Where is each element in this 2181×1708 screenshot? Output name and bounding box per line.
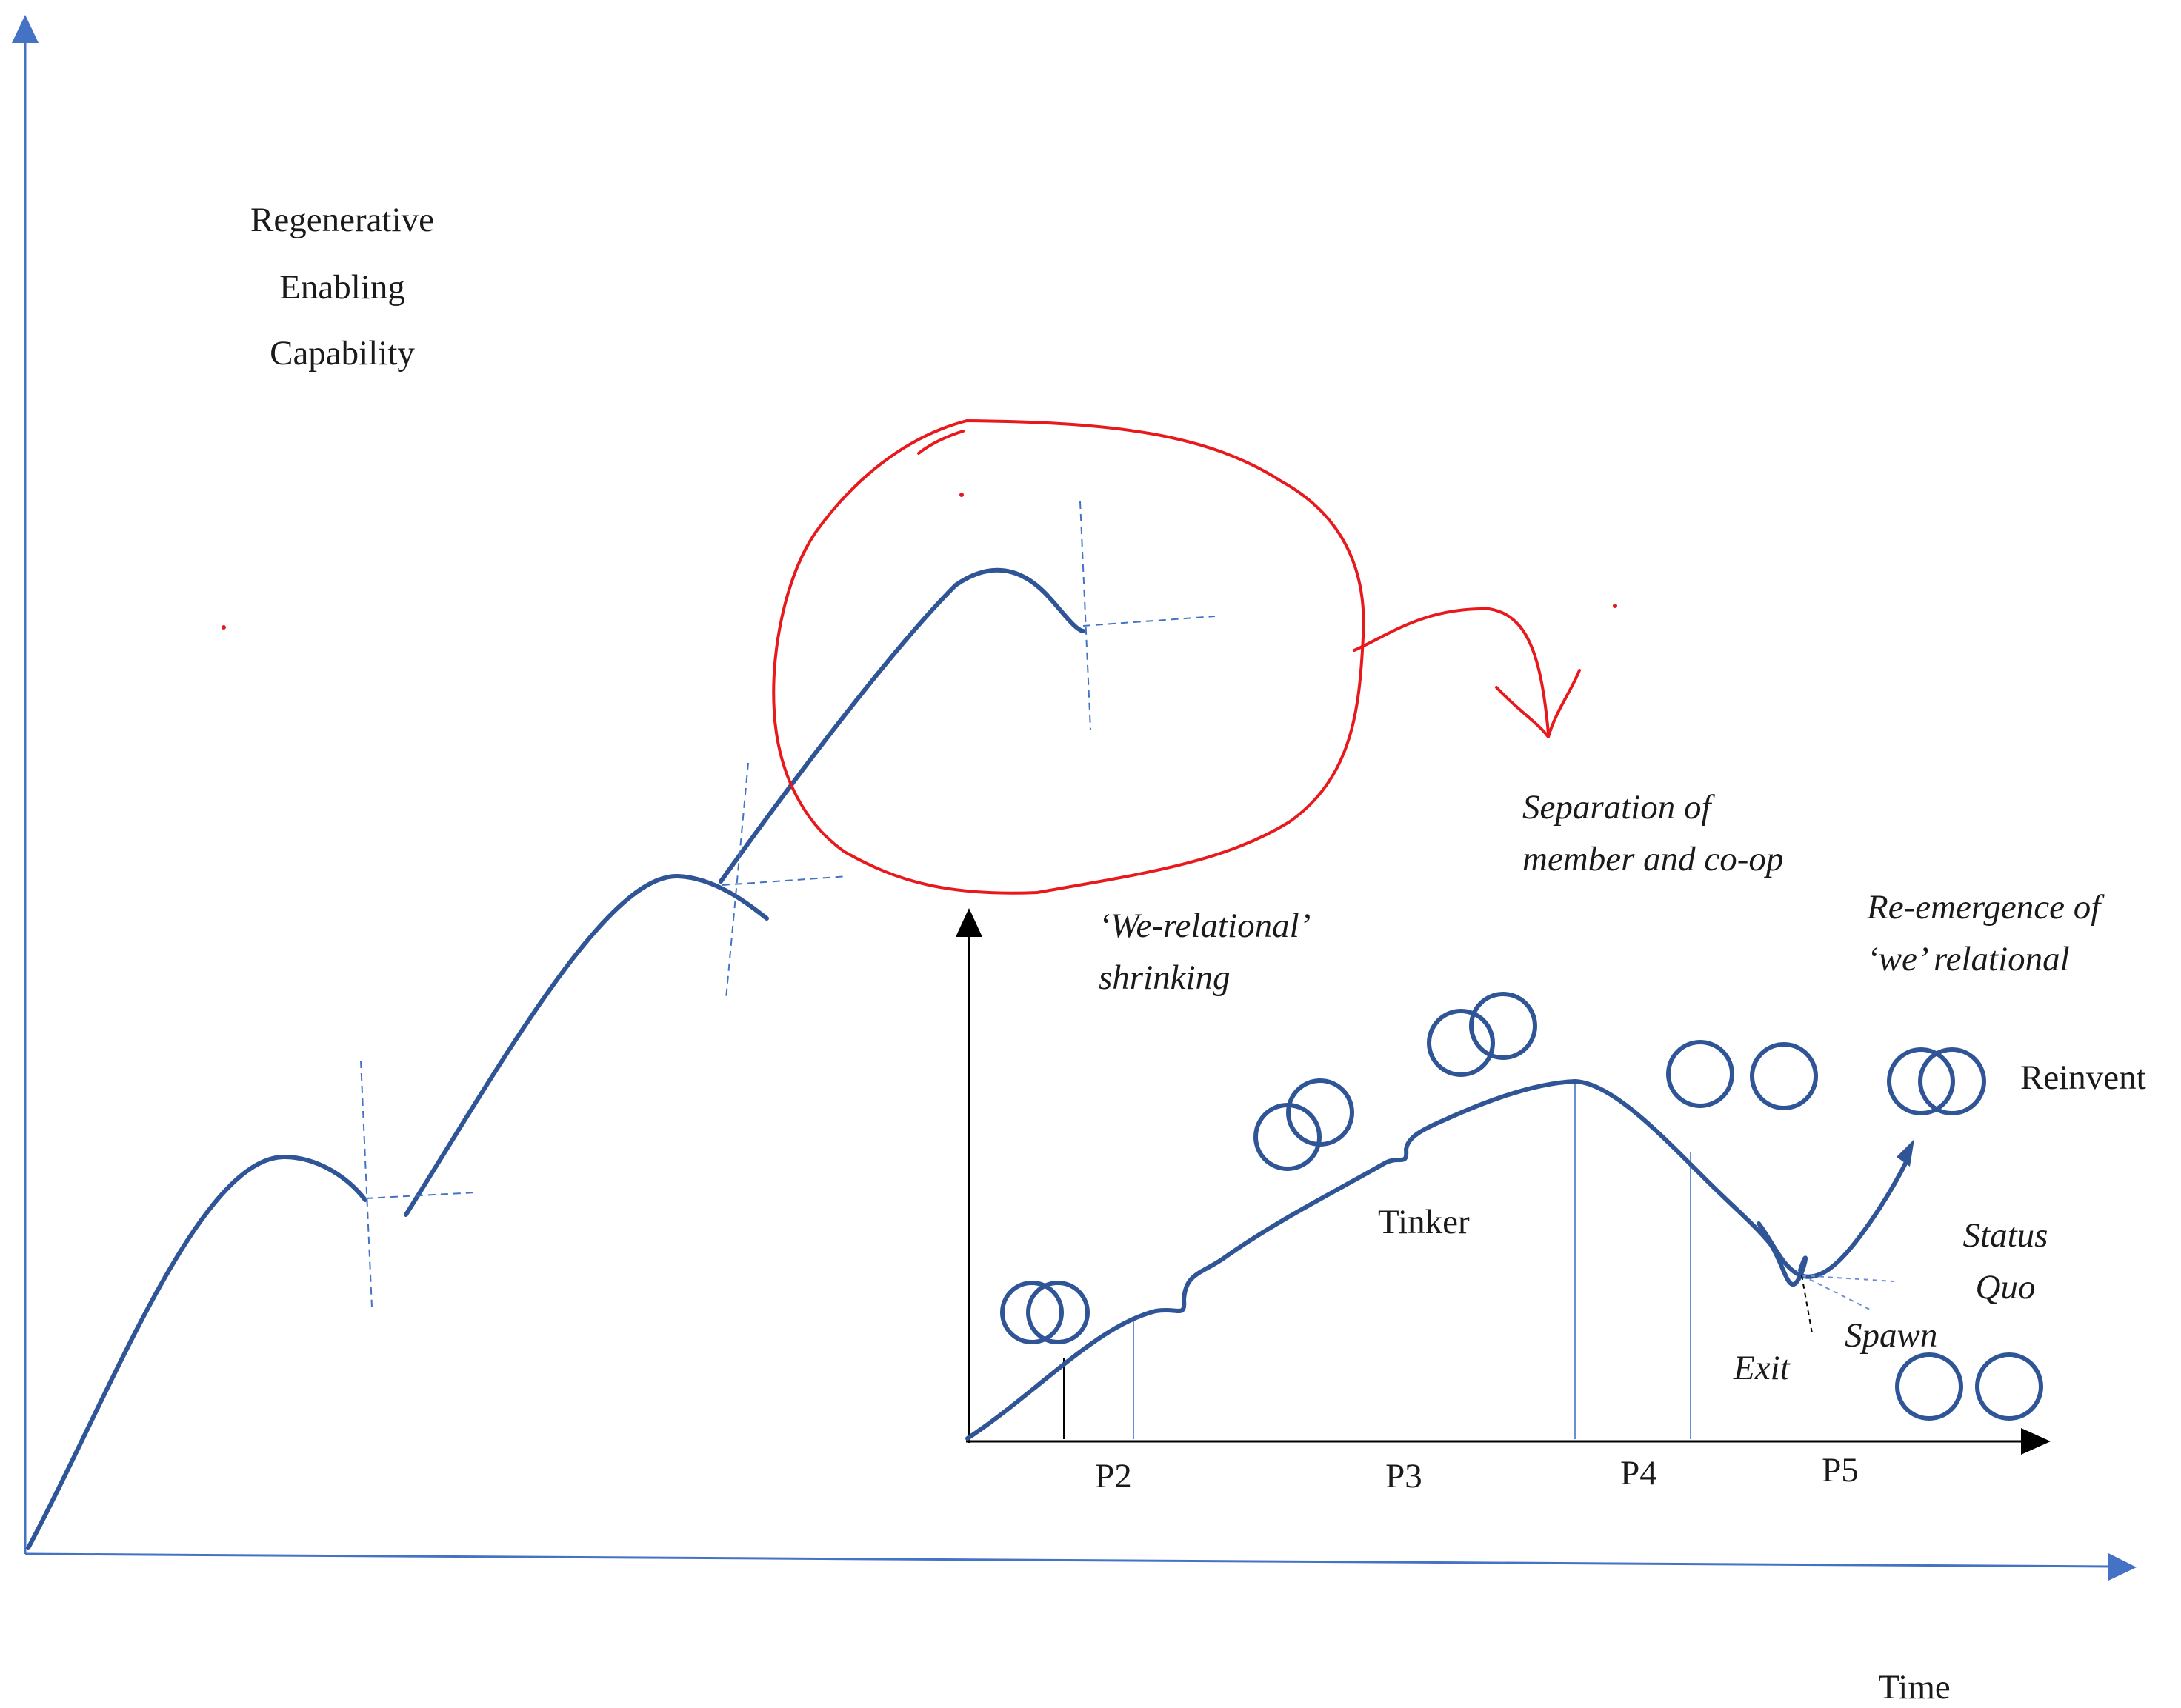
separation-label-line1: Separation of: [1522, 788, 1716, 827]
growth-curve-1: [26, 1154, 367, 1550]
circle: [1887, 1047, 1955, 1115]
guide-2-vertical: [725, 762, 749, 999]
tinker-label: Tinker: [1378, 1203, 1470, 1241]
phase-label-p3: P3: [1385, 1457, 1422, 1495]
circle: [1026, 1281, 1090, 1344]
growth-curves: [26, 567, 1085, 1550]
guide-3-horizontal: [1082, 616, 1216, 627]
exit-label: Exit: [1733, 1349, 1791, 1387]
lifecycle-curve: [965, 1079, 1808, 1441]
inset-x-axis-arrowhead: [2021, 1428, 2051, 1455]
circle: [1469, 992, 1537, 1060]
spawn-line-1: [1801, 1275, 1894, 1282]
circles-status-quo: [1895, 1352, 2043, 1421]
reinvent-label: Reinvent: [2020, 1058, 2146, 1097]
red-dot-2: [959, 493, 964, 497]
inset-chart: [956, 908, 2051, 1455]
circle: [1000, 1281, 1064, 1344]
y-axis-label-line3: Capability: [270, 334, 415, 373]
reinvent-arrowhead: [1897, 1139, 1914, 1167]
red-highlight: [222, 419, 1617, 895]
circle: [1427, 1009, 1495, 1077]
phase-label-p4: P4: [1620, 1454, 1657, 1492]
we-shrinking-label-line1: ‘We-relational’: [1099, 907, 1311, 945]
circles-overlapping-p2: [1000, 1281, 1090, 1344]
status-quo-label-line1: Status: [1963, 1216, 2048, 1255]
relational-circles: [1000, 992, 2043, 1421]
main-x-axis-arrowhead: [2108, 1553, 2137, 1581]
spawn-label: Spawn: [1845, 1316, 1937, 1355]
reemergence-label-line1: Re-emergence of: [1866, 888, 2105, 927]
spawn-exit-lines: [1801, 1275, 1894, 1334]
y-axis-label-line1: Regenerative: [250, 201, 434, 239]
circle: [1918, 1047, 1986, 1115]
red-highlight-circle: [772, 419, 1365, 895]
circle: [1666, 1040, 1734, 1108]
growth-curve-3: [719, 567, 1085, 884]
circle: [1750, 1042, 1818, 1110]
lifecycle-curve-tail: [1757, 1157, 1910, 1279]
inset-y-axis-arrowhead: [956, 908, 982, 937]
red-dot-1: [222, 625, 226, 630]
status-quo-label-line2: Quo: [1976, 1268, 2036, 1307]
red-dot-3: [1613, 604, 1617, 608]
red-arrowhead: [1495, 669, 1581, 738]
exit-line: [1801, 1275, 1813, 1334]
reemergence-label-line2: ‘we’ relational: [1867, 940, 2070, 978]
main-axes: [12, 15, 2137, 1581]
phase-label-p2: P2: [1095, 1457, 1132, 1495]
circles-overlapping-p3a: [1253, 1078, 1354, 1171]
labels: Regenerative Enabling Capability Time Se…: [250, 201, 2146, 1707]
red-curved-arrow: [1353, 607, 1550, 735]
circle: [1286, 1078, 1354, 1147]
phase-label-p5: P5: [1822, 1451, 1859, 1490]
spawn-line-2: [1801, 1275, 1874, 1312]
we-shrinking-label-line2: shrinking: [1099, 958, 1231, 997]
red-highlight-tick: [917, 430, 965, 455]
growth-curve-2: [404, 873, 769, 1217]
circle: [1895, 1352, 1963, 1421]
dashed-guides: [360, 501, 1216, 1308]
guide-1-horizontal: [364, 1192, 476, 1199]
main-y-axis-arrowhead: [12, 15, 39, 43]
guide-1-vertical: [360, 1060, 373, 1308]
circles-reinvent: [1887, 1047, 1986, 1115]
guide-3-vertical: [1079, 501, 1091, 730]
y-axis-label-line2: Enabling: [279, 268, 405, 307]
circles-overlapping-p3b: [1427, 992, 1537, 1077]
guide-2-horizontal: [722, 875, 849, 886]
x-axis-label: Time: [1878, 1668, 1951, 1707]
main-x-axis: [24, 1552, 2112, 1568]
circles-separated-p4: [1666, 1040, 1818, 1110]
separation-label-line2: member and co-op: [1522, 840, 1783, 878]
circle: [1975, 1352, 2043, 1421]
